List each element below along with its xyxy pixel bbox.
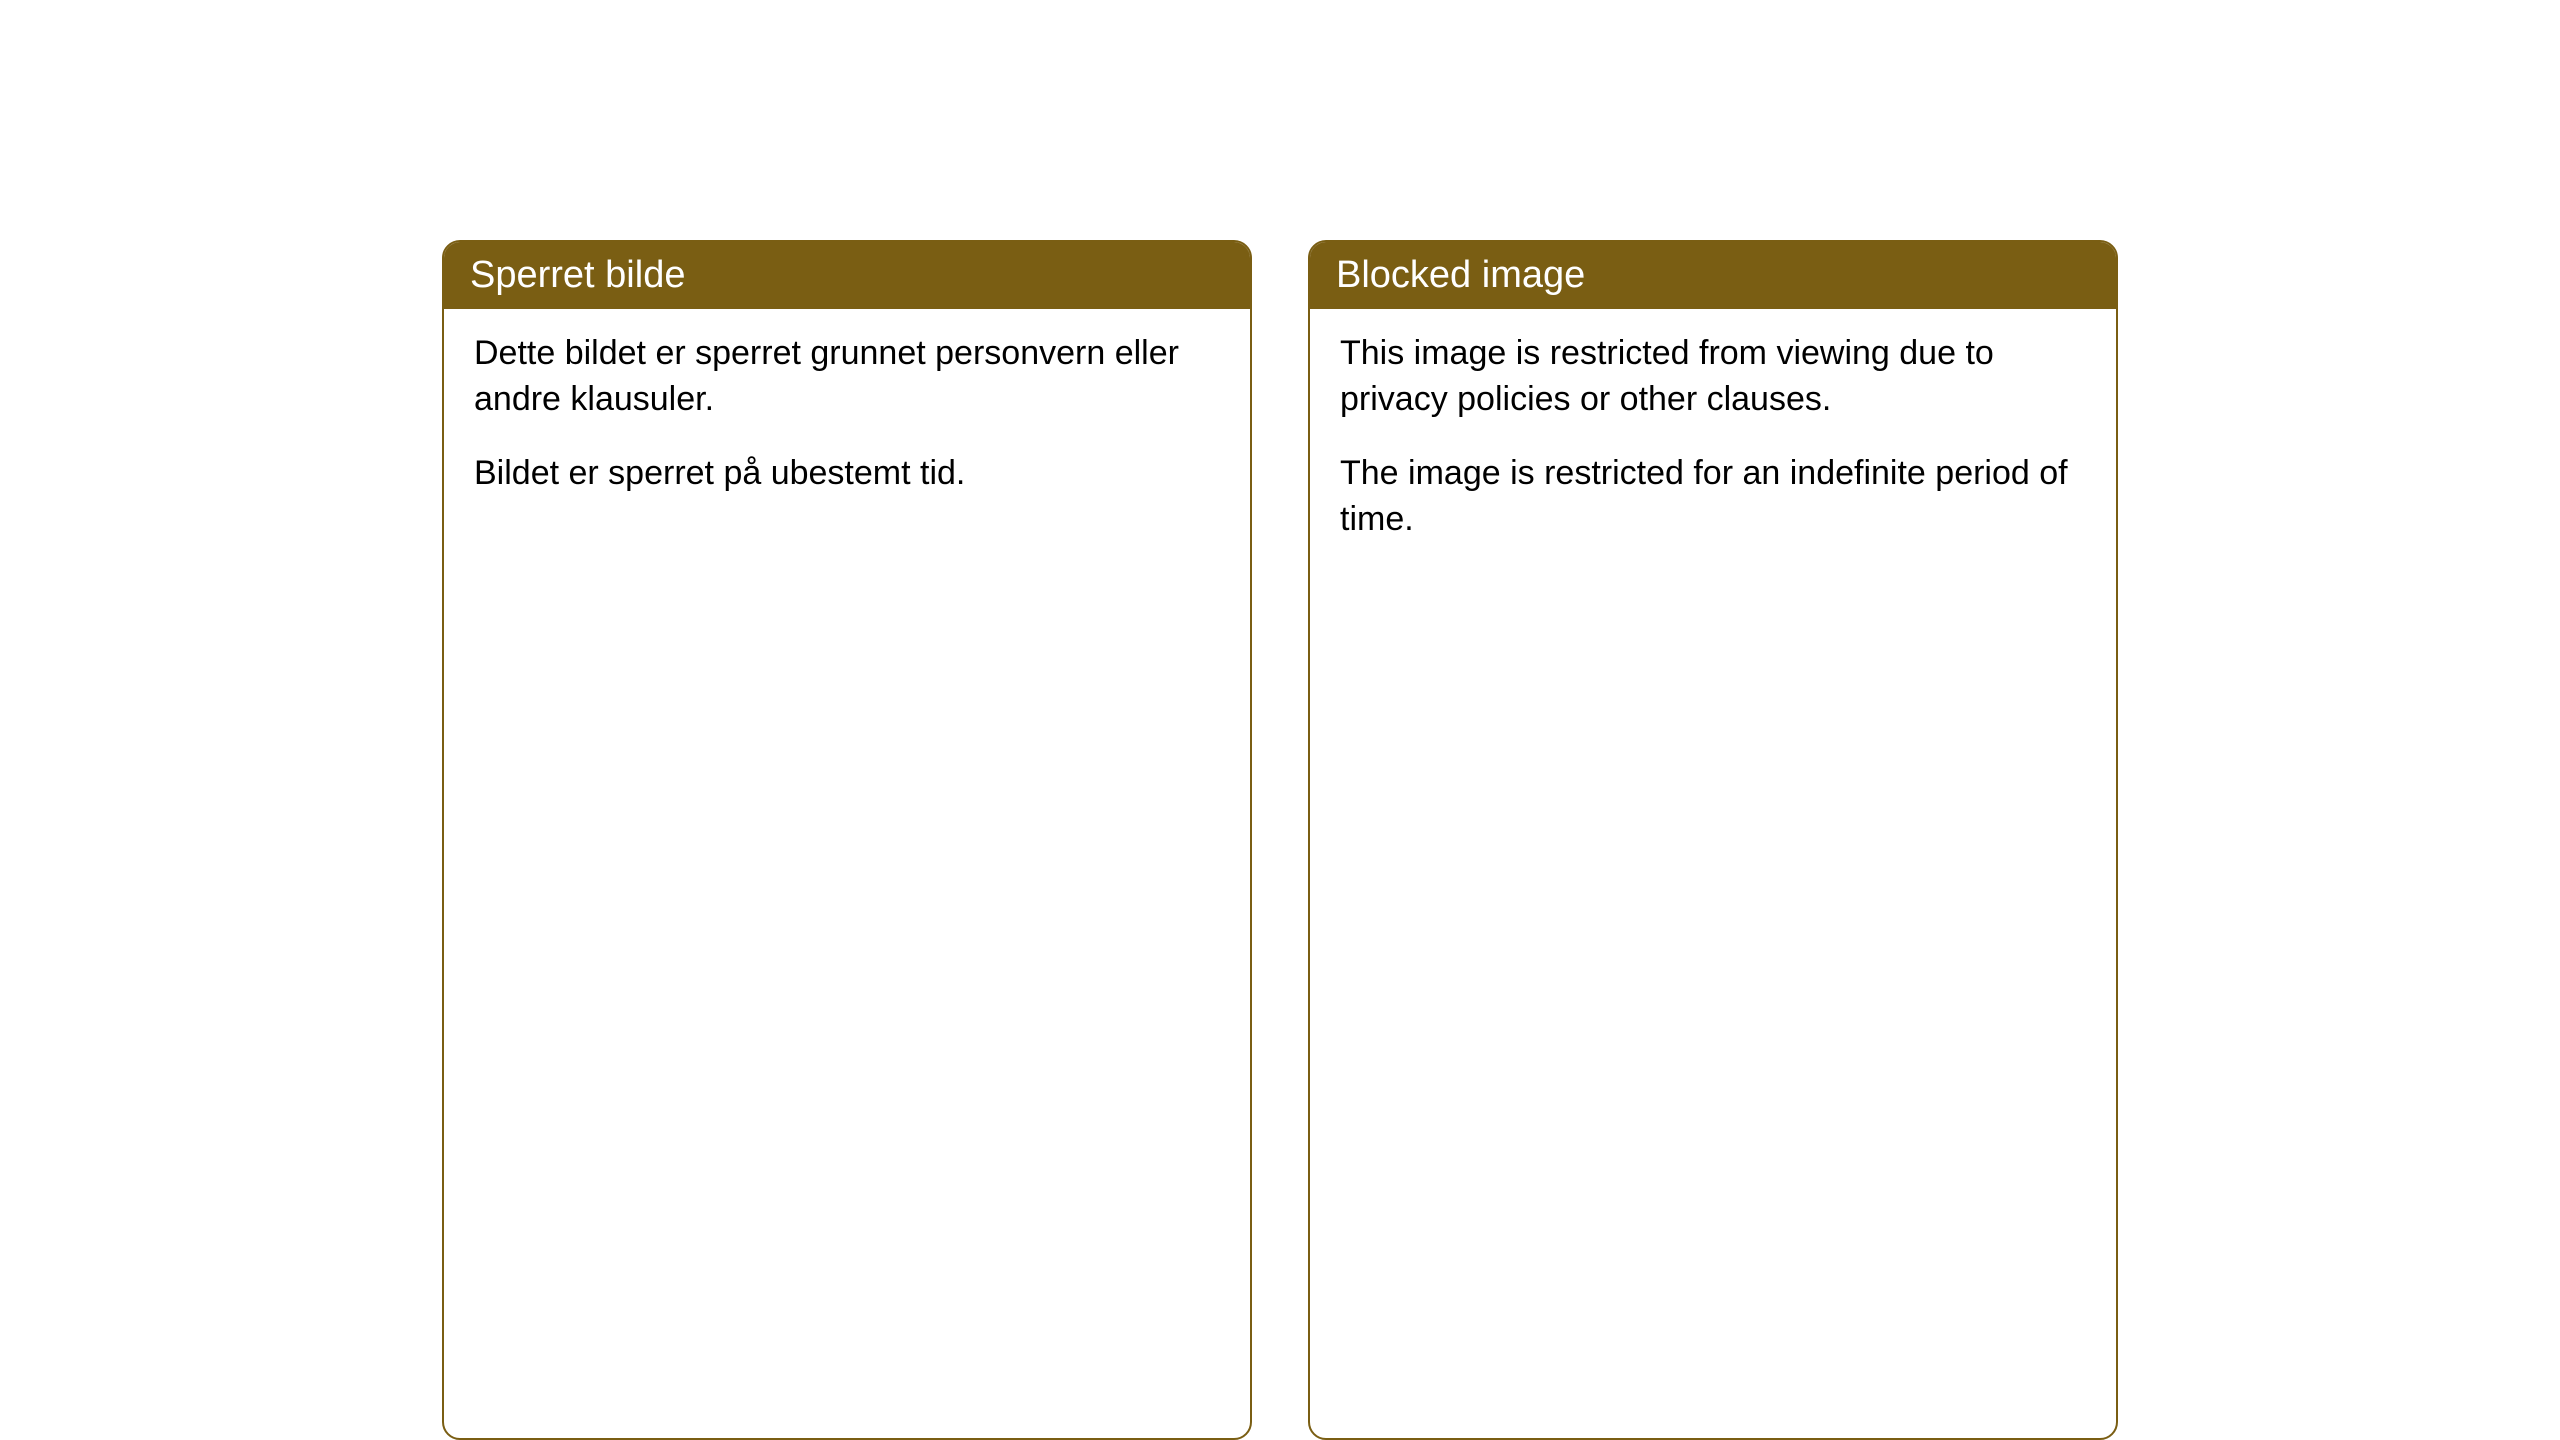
- card-paragraph-2: Bildet er sperret på ubestemt tid.: [474, 451, 1220, 497]
- card-paragraph-2: The image is restricted for an indefinit…: [1340, 451, 2086, 543]
- card-title: Sperret bilde: [470, 254, 685, 296]
- card-header-norwegian: Sperret bilde: [444, 242, 1250, 309]
- card-body-english: This image is restricted from viewing du…: [1310, 309, 2116, 583]
- blocked-image-card-norwegian: Sperret bilde Dette bildet er sperret gr…: [442, 240, 1252, 1440]
- blocked-image-card-english: Blocked image This image is restricted f…: [1308, 240, 2118, 1440]
- card-paragraph-1: This image is restricted from viewing du…: [1340, 331, 2086, 423]
- card-paragraph-1: Dette bildet er sperret grunnet personve…: [474, 331, 1220, 423]
- notice-container: Sperret bilde Dette bildet er sperret gr…: [442, 240, 2118, 1440]
- card-body-norwegian: Dette bildet er sperret grunnet personve…: [444, 309, 1250, 537]
- card-title: Blocked image: [1336, 254, 1585, 296]
- card-header-english: Blocked image: [1310, 242, 2116, 309]
